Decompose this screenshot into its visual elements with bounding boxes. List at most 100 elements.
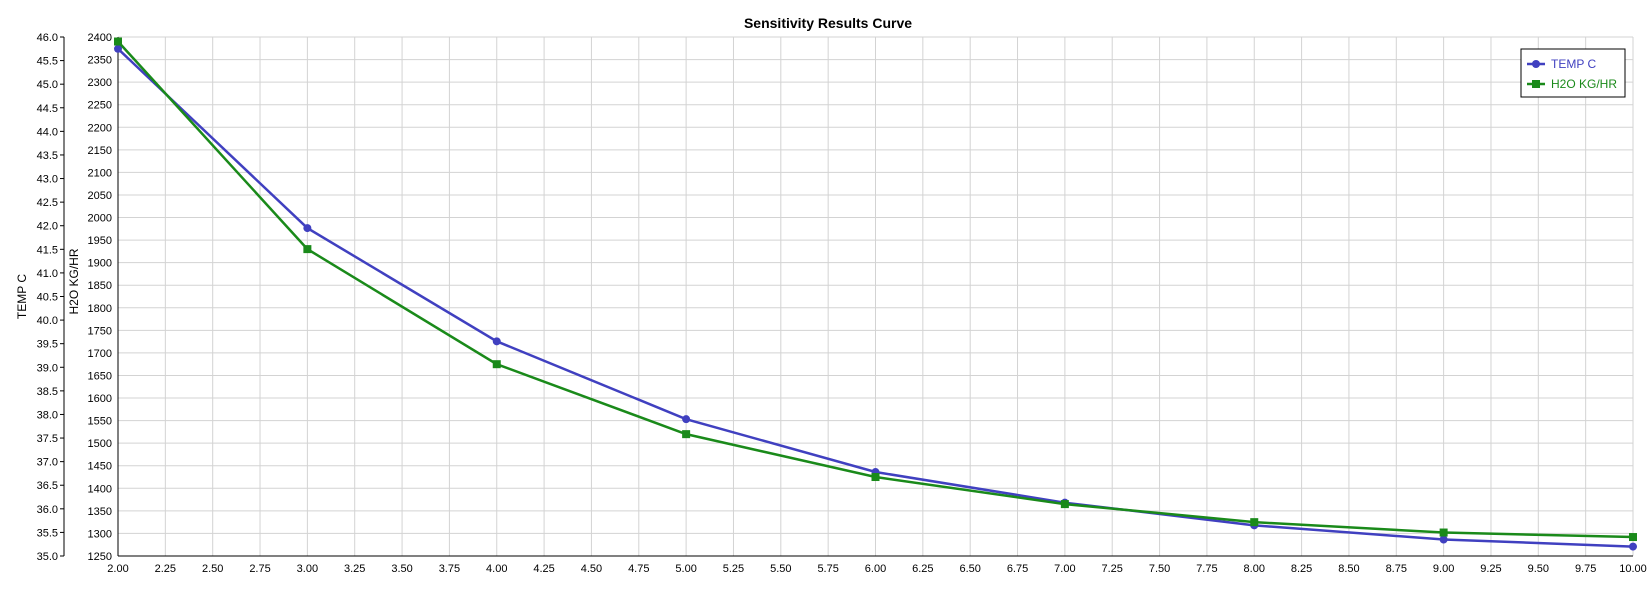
y-tick-label-h2o: 1450 [88,461,112,473]
legend-marker-circle [1532,60,1540,68]
y-tick-label-temp: 40.5 [37,292,58,304]
y-tick-label-h2o: 2350 [88,55,112,67]
y-tick-label-temp: 42.5 [37,197,58,209]
tick-labels-layer: 2.00 2.25 2.50 2.75 3.00 3.25 3.50 3.75 4.00 4.25… [37,32,1647,575]
y-axis-label-temp: TEMP C [15,274,29,319]
x-tick-label: 4.25 [533,563,554,575]
y-tick-label-h2o: 1650 [88,370,112,382]
y-tick-label-h2o: 1400 [88,483,112,495]
data-point-square [1439,528,1448,537]
y-tick-label-temp: 40.0 [37,315,58,327]
data-point-circle [492,337,501,346]
legend-label: H2O KG/HR [1551,77,1617,91]
x-tick-label: 2.75 [249,563,270,575]
y-tick-label-temp: 35.0 [37,551,58,563]
x-tick-label: 6.75 [1007,563,1028,575]
y-tick-label-temp: 45.5 [37,56,58,68]
y-tick-label-h2o: 1700 [88,348,112,360]
x-tick-label: 4.50 [581,563,602,575]
y-tick-label-temp: 43.5 [37,150,58,162]
data-point-square [871,473,880,482]
y-tick-label-temp: 45.0 [37,79,58,91]
chart-title: Sensitivity Results Curve [744,15,912,31]
y-tick-label-h2o: 1300 [88,528,112,540]
y-tick-label-h2o: 1900 [88,258,112,270]
y-tick-label-h2o: 1500 [88,438,112,450]
x-tick-label: 5.25 [723,563,744,575]
y-tick-label-temp: 36.5 [37,480,58,492]
x-tick-label: 8.00 [1244,563,1265,575]
y-tick-label-temp: 38.5 [37,386,58,398]
y-tick-label-h2o: 2300 [88,77,112,89]
y-tick-label-h2o: 2400 [88,32,112,44]
x-tick-label: 7.75 [1196,563,1217,575]
y-tick-label-temp: 39.5 [37,339,58,351]
series-temp [114,44,1637,551]
y-tick-label-temp: 41.0 [37,268,58,280]
x-tick-label: 5.00 [675,563,696,575]
y-tick-label-temp: 37.5 [37,433,58,445]
x-tick-label: 7.00 [1054,563,1075,575]
x-tick-label: 9.25 [1480,563,1501,575]
data-point-square [1629,533,1637,542]
x-tick-label: 2.00 [107,563,128,575]
y-tick-label-h2o: 1850 [88,280,112,292]
legend-marker-square [1532,80,1540,88]
y-tick-label-temp: 44.0 [37,126,58,138]
y-tick-label-temp: 43.0 [37,174,58,186]
x-tick-label: 4.00 [486,563,507,575]
axes-layer [60,36,1633,557]
data-point-circle [682,415,691,424]
data-point-square [1060,500,1069,509]
x-tick-label: 2.50 [202,563,223,575]
x-tick-label: 8.50 [1338,563,1359,575]
x-tick-label: 3.25 [344,563,365,575]
x-tick-label: 3.50 [391,563,412,575]
x-tick-label: 5.50 [770,563,791,575]
y-tick-label-h2o: 1550 [88,416,112,428]
y-tick-label-h2o: 1950 [88,235,112,247]
y-tick-label-h2o: 2100 [88,167,112,179]
data-point-circle [1439,535,1448,544]
y-tick-label-h2o: 2200 [88,122,112,134]
x-tick-label: 8.25 [1291,563,1312,575]
x-tick-label: 3.00 [297,563,318,575]
data-point-square [682,430,691,439]
y-tick-label-h2o: 1600 [88,393,112,405]
x-tick-label: 6.25 [912,563,933,575]
data-point-circle [114,44,122,53]
x-tick-label: 7.50 [1149,563,1170,575]
y-tick-label-temp: 37.0 [37,457,58,469]
data-point-square [303,245,312,254]
data-point-circle [303,224,312,233]
y-tick-label-h2o: 2150 [88,145,112,157]
x-tick-label: 10.00 [1619,563,1647,575]
y-tick-label-h2o: 2250 [88,100,112,112]
y-tick-label-h2o: 1250 [88,551,112,563]
y-tick-label-h2o: 2000 [88,213,112,225]
y-tick-label-h2o: 1800 [88,303,112,315]
y-tick-label-temp: 41.5 [37,244,58,256]
x-tick-label: 7.25 [1102,563,1123,575]
x-tick-label: 6.00 [865,563,886,575]
x-tick-label: 4.75 [628,563,649,575]
series-layer [114,37,1637,551]
y-axis-label-h2o: H2O KG/HR [67,248,81,314]
x-tick-label: 5.75 [817,563,838,575]
x-tick-label: 3.75 [439,563,460,575]
y-tick-label-temp: 42.0 [37,221,58,233]
data-point-square [114,37,122,46]
x-tick-label: 9.50 [1528,563,1549,575]
y-tick-label-temp: 38.0 [37,409,58,421]
y-tick-label-h2o: 2050 [88,190,112,202]
legend-box [1520,48,1626,98]
x-tick-label: 6.50 [959,563,980,575]
y-tick-label-temp: 46.0 [37,32,58,44]
x-tick-label: 2.25 [155,563,176,575]
data-point-circle [1629,542,1637,551]
y-tick-label-temp: 44.5 [37,103,58,115]
data-point-square [1250,518,1259,527]
x-tick-label: 9.75 [1575,563,1596,575]
x-tick-label: 9.00 [1433,563,1454,575]
